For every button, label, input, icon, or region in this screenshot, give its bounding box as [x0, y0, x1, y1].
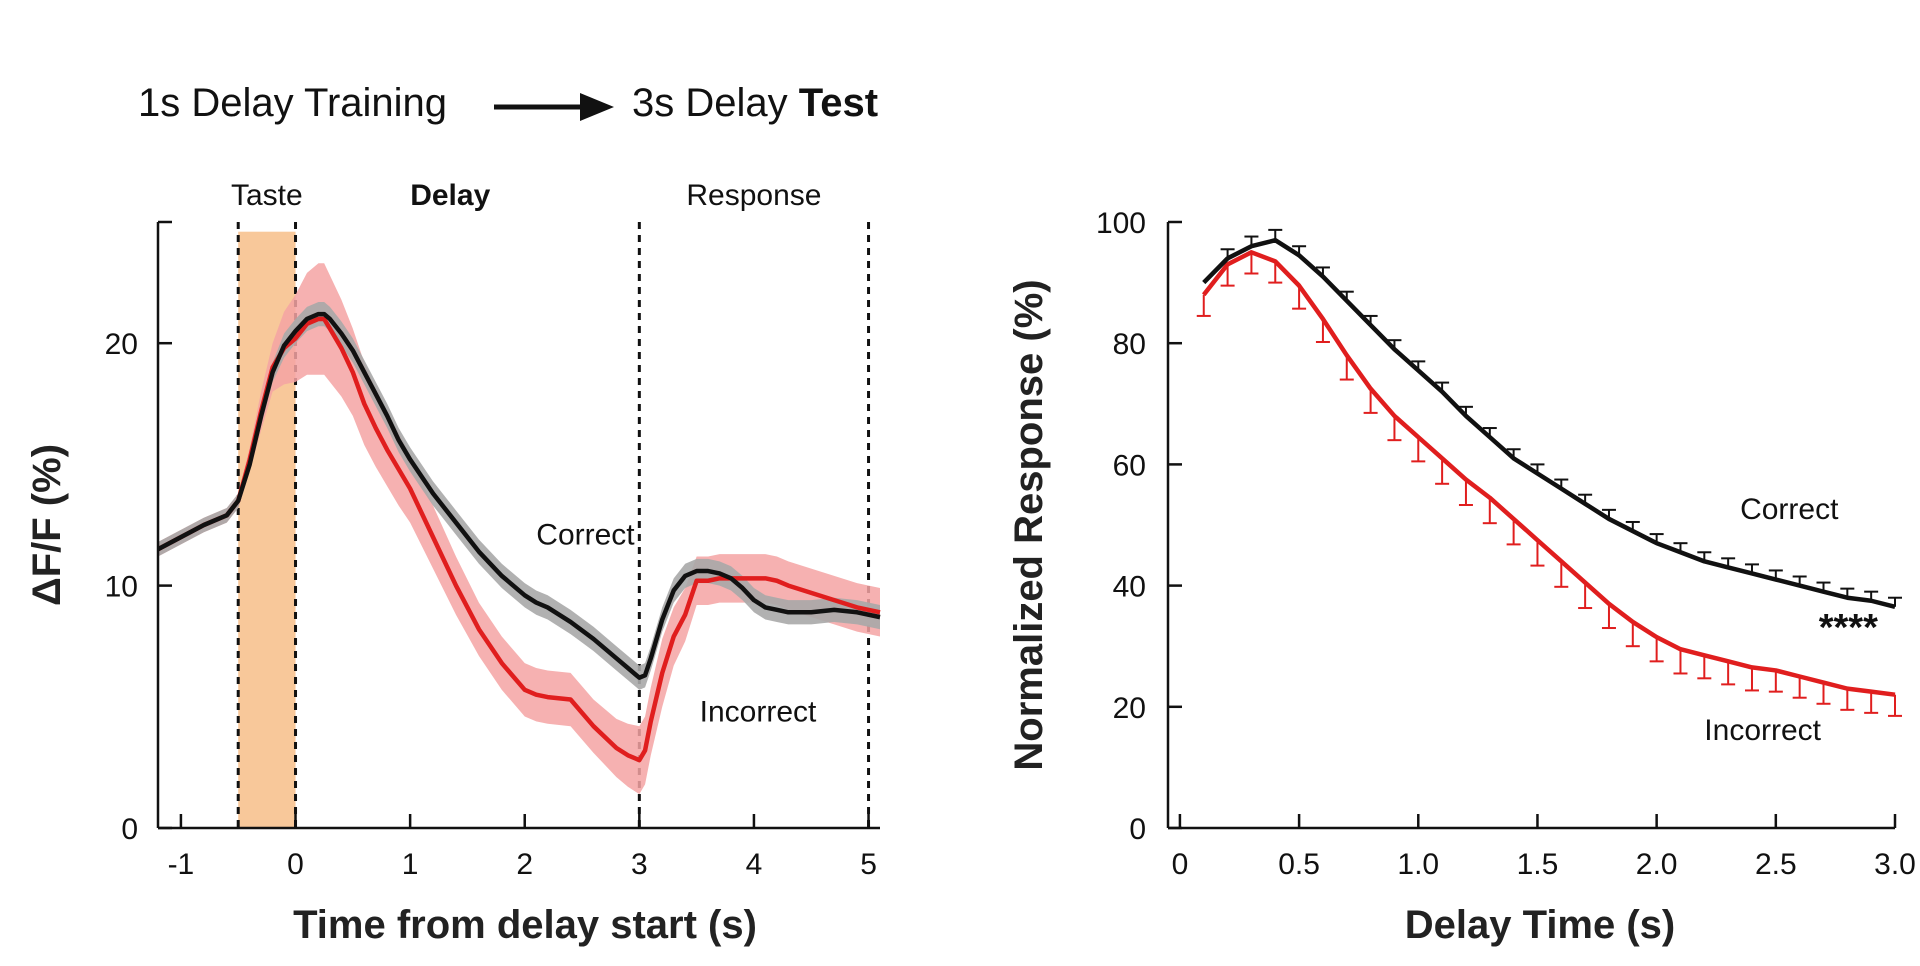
trace-correct — [156, 311, 881, 680]
trace-incorrect — [1201, 250, 1896, 697]
trace-correct — [1202, 237, 1896, 609]
phase-label-taste: Taste — [231, 179, 303, 212]
trace-incorrect — [156, 316, 881, 763]
x-tick-label: 3.0 — [1874, 848, 1916, 881]
x-tick-label: 5 — [860, 848, 877, 881]
chart-deltaf-timecourse: -1 0 1 2 3 4 5 0 10 20 Taste Delay Response Corre… — [25, 179, 881, 947]
x-tick-label: 2.0 — [1636, 848, 1678, 881]
y-axis-title: ΔF/F (%) — [25, 444, 69, 606]
legend-label-correct: Correct — [536, 518, 635, 551]
y-tick-label: 40 — [1113, 571, 1146, 604]
significance-marker: **** — [1819, 607, 1878, 649]
x-tick-label: 0 — [1172, 848, 1189, 881]
y-tick-label: 0 — [121, 813, 138, 846]
y-tick-label: 10 — [105, 571, 138, 604]
epoch-dashed-lines — [236, 222, 871, 828]
x-tick-label: 0.5 — [1278, 848, 1320, 881]
x-tick-label: 3 — [631, 848, 648, 881]
legend-label-correct: Correct — [1740, 493, 1839, 526]
headline-training: 1s Delay Training — [138, 81, 447, 125]
x-axis-title: Delay Time (s) — [1405, 903, 1676, 947]
headline-test-bold: Test — [799, 81, 878, 125]
left-axes: -1 0 1 2 3 4 5 0 10 20 — [105, 220, 880, 881]
x-tick-label: 1 — [402, 848, 419, 881]
error-bars — [1196, 228, 1902, 717]
x-tick-label: 1.0 — [1397, 848, 1439, 881]
y-tick-label: 0 — [1129, 813, 1146, 846]
x-tick-label: 1.5 — [1517, 848, 1559, 881]
x-tick-label: 2 — [516, 848, 533, 881]
mean-traces — [1201, 237, 1896, 697]
y-tick-label: 60 — [1113, 449, 1146, 482]
phase-label-response: Response — [686, 179, 821, 212]
mean-traces — [156, 311, 881, 763]
figure-headline: 1s Delay Training 3s Delay Test — [138, 81, 878, 125]
headline-test: 3s Delay Test — [632, 81, 878, 125]
phase-label-delay: Delay — [410, 179, 490, 212]
y-tick-label: 20 — [1113, 692, 1146, 725]
y-axis-title: Normalized Response (%) — [1007, 279, 1051, 770]
legend-label-incorrect: Incorrect — [700, 695, 817, 728]
y-tick-label: 80 — [1113, 328, 1146, 361]
sem-bands — [158, 263, 880, 795]
y-tick-label: 100 — [1096, 207, 1146, 240]
x-tick-label: 0 — [287, 848, 304, 881]
headline-test-prefix: 3s Delay — [632, 81, 799, 125]
sem-band-incorrect — [158, 263, 880, 795]
legend-label-incorrect: Incorrect — [1704, 714, 1821, 747]
x-axis-title: Time from delay start (s) — [293, 903, 757, 947]
x-tick-label: 4 — [746, 848, 763, 881]
headline-arrow-icon — [580, 93, 614, 121]
x-tick-label: 2.5 — [1755, 848, 1797, 881]
y-tick-label: 20 — [105, 328, 138, 361]
right-axes: 0 0.5 1.0 1.5 2.0 2.5 3.0 0 20 40 60 80 100 — [1096, 207, 1916, 881]
x-tick-label: -1 — [168, 848, 195, 881]
